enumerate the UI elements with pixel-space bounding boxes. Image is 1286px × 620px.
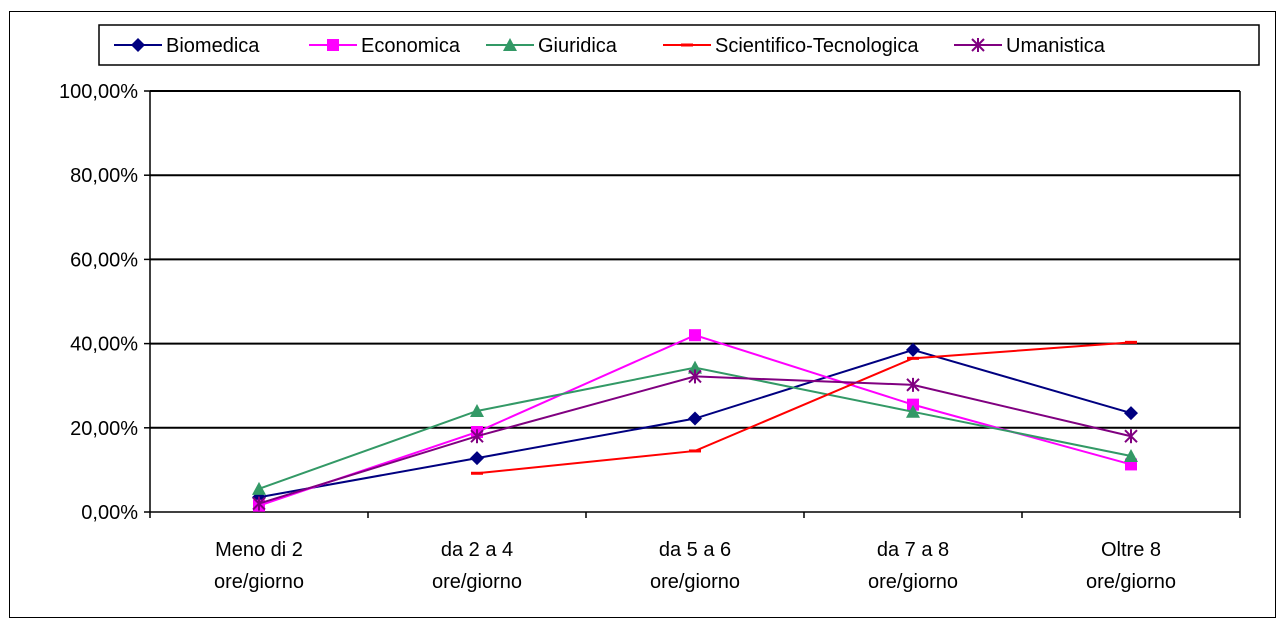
- x-tick-label: ore/giorno: [1086, 571, 1176, 593]
- legend-label: Economica: [361, 35, 461, 57]
- legend-marker: [971, 38, 985, 52]
- series-scientifico-tecnologica: [471, 340, 1137, 475]
- x-tick-label: da 7 a 8: [877, 539, 949, 561]
- y-tick-label: 60,00%: [70, 249, 138, 271]
- data-point-economica: [689, 329, 701, 342]
- x-tick-label: ore/giorno: [650, 571, 740, 593]
- legend-marker: [131, 38, 145, 52]
- data-point-umanistica: [688, 369, 702, 384]
- legend-label: Scientifico-Tecnologica: [715, 35, 919, 57]
- y-tick-label: 100,00%: [59, 81, 138, 103]
- data-point-giuridica: [252, 481, 266, 495]
- data-point-umanistica: [1124, 429, 1138, 444]
- y-tick-label: 0,00%: [81, 502, 138, 524]
- data-point-umanistica: [906, 377, 920, 392]
- x-tick-label: Meno di 2: [215, 539, 303, 561]
- legend-label: Biomedica: [166, 35, 260, 57]
- legend-label: Umanistica: [1006, 35, 1106, 57]
- series-line-scientifico-tecnologica: [476, 341, 1132, 475]
- legend-item-biomedica: Biomedica: [114, 35, 260, 57]
- data-point-giuridica: [906, 404, 920, 418]
- x-tick-label: ore/giorno: [214, 571, 304, 593]
- data-point-umanistica: [252, 496, 266, 511]
- legend-item-scientifico-tecnologica: Scientifico-Tecnologica: [663, 35, 919, 57]
- data-point-biomedica: [470, 451, 484, 466]
- data-point-biomedica: [1124, 406, 1138, 421]
- data-point-giuridica: [688, 360, 702, 374]
- legend-label: Giuridica: [538, 35, 618, 57]
- data-point-economica: [907, 398, 919, 411]
- legend: Biomedica Economica Giuridica Scientifico-T…: [98, 24, 1260, 66]
- y-tick-label: 40,00%: [70, 334, 138, 356]
- legend-marker: [327, 39, 339, 51]
- legend-item-giuridica: Giuridica: [486, 35, 618, 57]
- plot-area: 0,00% 20,00% 40,00% 60,00% 80,00% 100,00% Meno…: [59, 81, 1241, 593]
- data-point-biomedica: [906, 342, 920, 357]
- chart-frame: [9, 11, 1276, 618]
- y-tick-label: 20,00%: [70, 418, 138, 440]
- data-point-giuridica: [1124, 449, 1138, 463]
- legend-item-umanistica: Umanistica: [954, 35, 1106, 57]
- x-tick-label: da 2 a 4: [441, 539, 513, 561]
- x-tick-label: da 5 a 6: [659, 539, 731, 561]
- legend-marker: [503, 38, 517, 51]
- x-tick-label: ore/giorno: [432, 571, 522, 593]
- y-tick-label: 80,00%: [70, 165, 138, 187]
- series-umanistica: [252, 369, 1138, 511]
- data-point-giuridica: [470, 403, 484, 417]
- data-point-biomedica: [688, 411, 702, 426]
- series-giuridica: [252, 360, 1138, 495]
- x-tick-label: Oltre 8: [1101, 539, 1161, 561]
- series-line-umanistica: [258, 375, 1132, 505]
- legend-item-economica: Economica: [309, 35, 461, 57]
- data-point-umanistica: [470, 429, 484, 444]
- x-tick-label: ore/giorno: [868, 571, 958, 593]
